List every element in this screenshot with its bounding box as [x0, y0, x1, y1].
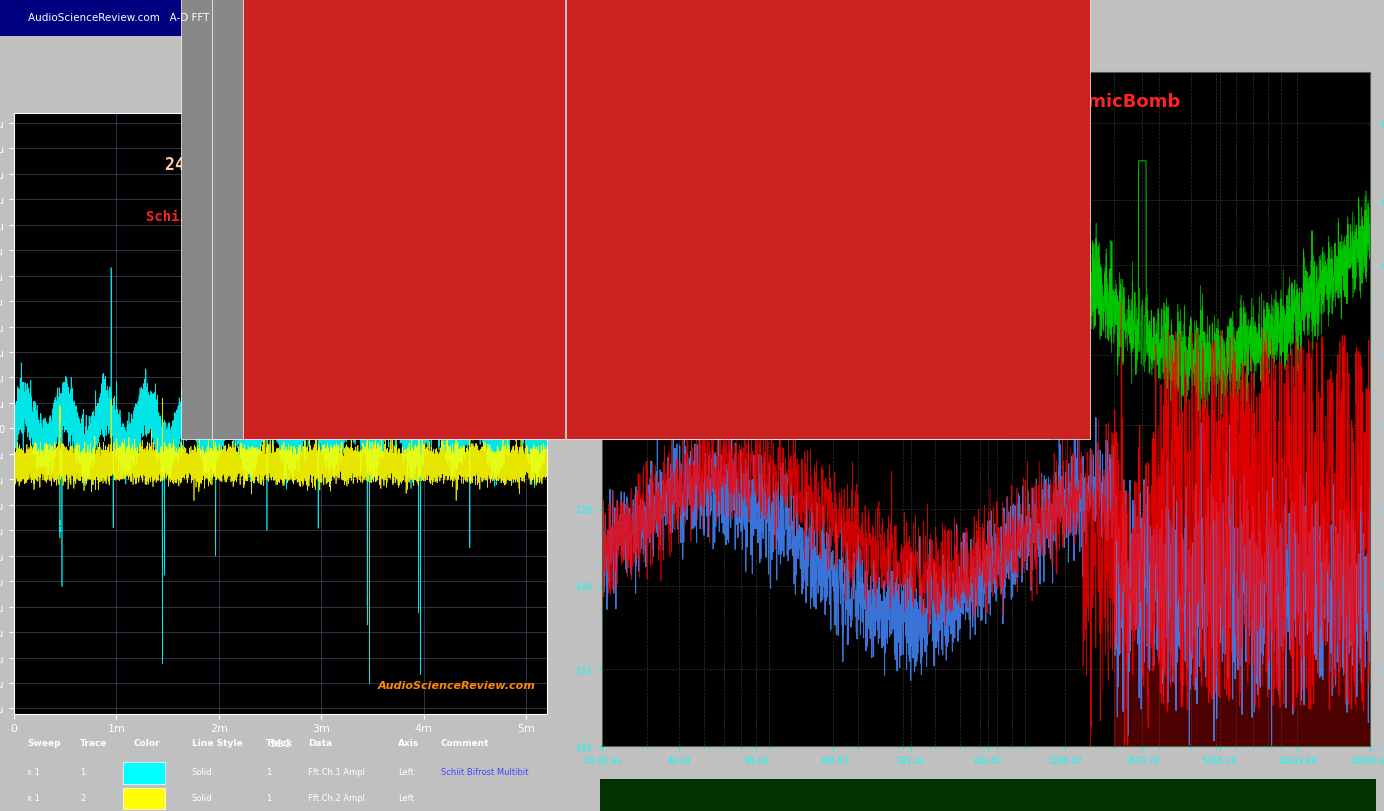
- FancyBboxPatch shape: [601, 779, 1376, 811]
- Text: Yellow: Yellow: [133, 793, 159, 802]
- Text: Massive glitches: Massive glitches: [213, 258, 347, 272]
- FancyBboxPatch shape: [241, 0, 1091, 440]
- Text: Schiit Bifrost Multibit: Schiit Bifrost Multibit: [440, 767, 529, 776]
- FancyBboxPatch shape: [212, 0, 801, 440]
- FancyBboxPatch shape: [242, 0, 833, 440]
- Text: Sweep: Sweep: [28, 738, 61, 747]
- Text: Thick: Thick: [266, 738, 293, 747]
- Text: 1: 1: [80, 767, 86, 776]
- Text: Same Measurement from AtomicBomb: Same Measurement from AtomicBomb: [792, 93, 1181, 111]
- Text: Left: Left: [399, 767, 414, 776]
- Text: dBFS: dBFS: [587, 49, 612, 59]
- Text: Data: Data: [309, 738, 332, 747]
- Text: Solid: Solid: [191, 793, 212, 802]
- Text: 24-bit -90 dB Sine Wave: 24-bit -90 dB Sine Wave: [165, 156, 396, 174]
- FancyBboxPatch shape: [123, 762, 165, 783]
- Text: 1: 1: [266, 793, 271, 802]
- Text: Fft.Ch.2 Ampl: Fft.Ch.2 Ampl: [309, 793, 365, 802]
- Text: Color: Color: [133, 738, 159, 747]
- Text: Axis: Axis: [399, 738, 419, 747]
- Text: Solid: Solid: [191, 767, 212, 776]
- FancyBboxPatch shape: [199, 0, 1049, 440]
- Text: 1: 1: [266, 767, 271, 776]
- Text: Fft.Ch.1 Ampl: Fft.Ch.1 Ampl: [309, 767, 365, 776]
- Text: AudioScienceReview.com: AudioScienceReview.com: [378, 680, 536, 689]
- Text: AudioScienceReview.com   A-D FFT: AudioScienceReview.com A-D FFT: [28, 13, 209, 23]
- X-axis label: sec: sec: [270, 736, 291, 749]
- FancyBboxPatch shape: [567, 0, 1384, 36]
- Text: Line Style: Line Style: [191, 738, 242, 747]
- Text: 2: 2: [80, 793, 86, 802]
- Text: Trace: Trace: [80, 738, 108, 747]
- Text: Comment: Comment: [440, 738, 489, 747]
- FancyBboxPatch shape: [0, 0, 565, 36]
- FancyBboxPatch shape: [181, 0, 771, 440]
- Text: Cyan: Cyan: [133, 767, 155, 776]
- FancyBboxPatch shape: [123, 787, 165, 809]
- Text: Ap: Ap: [511, 131, 530, 145]
- FancyBboxPatch shape: [159, 0, 1009, 440]
- Text: Left: Left: [399, 793, 414, 802]
- Text: Schiit BiFrost Channel Imbalance: Schiit BiFrost Channel Imbalance: [147, 209, 414, 224]
- Text: x 1: x 1: [28, 793, 40, 802]
- Text: x 1: x 1: [28, 767, 40, 776]
